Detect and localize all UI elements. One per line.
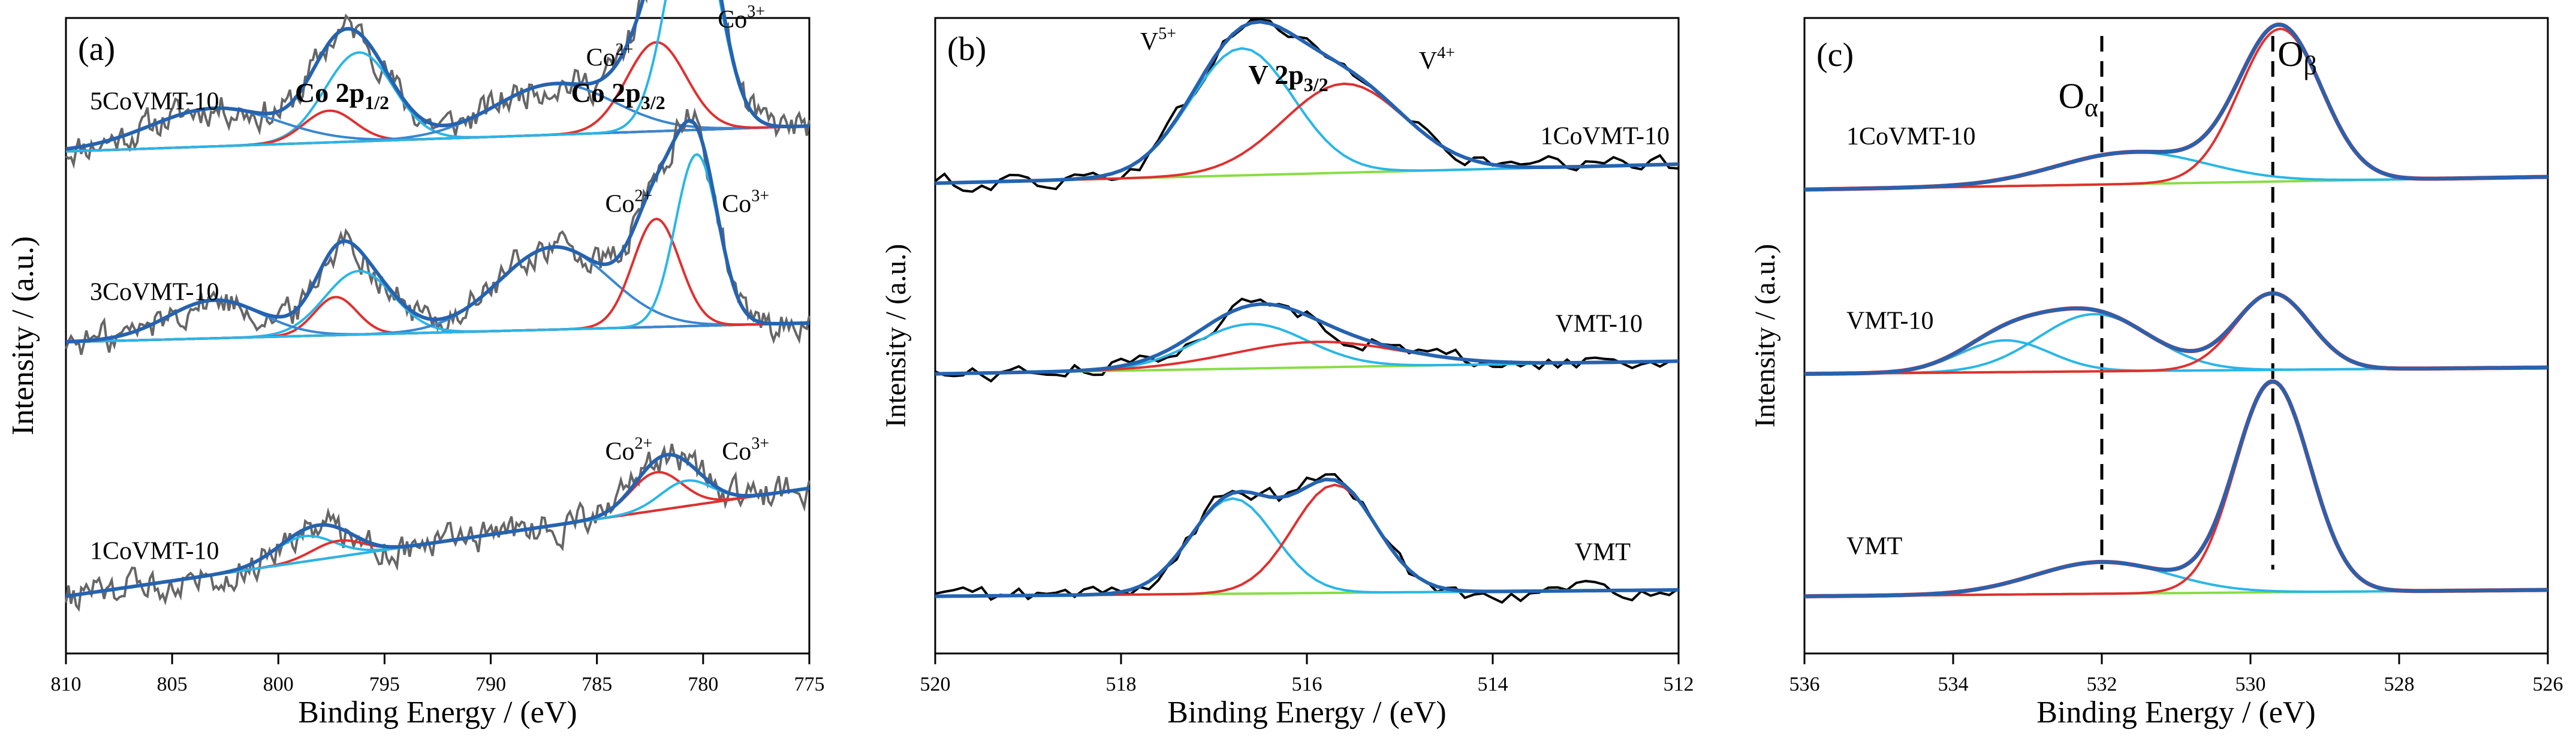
x-tick-label: 536 bbox=[1789, 673, 1820, 695]
species-annotation: Co2+ bbox=[605, 186, 652, 218]
x-tick-label: 526 bbox=[2533, 673, 2563, 695]
x-tick-label: 518 bbox=[1106, 673, 1137, 695]
fit-component-line bbox=[935, 341, 1679, 375]
fit-component-line bbox=[935, 497, 1679, 598]
raw-spectrum-line bbox=[1804, 379, 2548, 599]
x-tick-label: 810 bbox=[51, 673, 82, 695]
panel-c-ylabel: Intensity / (a.u.) bbox=[1749, 244, 1781, 428]
species-annotation: V5+ bbox=[1140, 25, 1176, 56]
x-tick-label: 514 bbox=[1478, 673, 1508, 695]
fit-envelope-line bbox=[65, 0, 810, 151]
fit-envelope-line bbox=[935, 477, 1679, 598]
fit-component-line bbox=[1804, 28, 2548, 191]
species-annotation: Co3+ bbox=[722, 435, 769, 466]
species-annotation: Co2+ bbox=[605, 435, 652, 466]
panel-c-plot bbox=[1804, 22, 2548, 599]
reference-line-label: Oα bbox=[2059, 76, 2098, 122]
panel-b: (b) Intensity / (a.u.) Binding Energy / … bbox=[880, 17, 1694, 730]
series-label: 1CoVMT-10 bbox=[1846, 123, 1975, 150]
x-tick-label: 775 bbox=[794, 673, 825, 695]
panel-b-ylabel: Intensity / (a.u.) bbox=[880, 244, 912, 428]
panel-a-frame bbox=[65, 17, 811, 655]
fit-envelope-line bbox=[65, 118, 810, 344]
reference-line-label: Oβ bbox=[2277, 34, 2317, 80]
fit-component-line bbox=[65, 0, 810, 153]
panel-a-plot bbox=[65, 0, 811, 612]
x-tick-label: 528 bbox=[2384, 673, 2415, 695]
x-tick-label: 520 bbox=[920, 673, 951, 695]
x-tick-label: 805 bbox=[157, 673, 188, 695]
x-tick-label: 780 bbox=[688, 673, 718, 695]
fit-component-line bbox=[935, 47, 1679, 185]
raw-spectrum-line bbox=[935, 297, 1679, 383]
panel-a-label: (a) bbox=[78, 31, 115, 68]
x-tick-label: 785 bbox=[582, 673, 612, 695]
fit-envelope-line bbox=[1804, 291, 2548, 376]
species-annotation: Co3+ bbox=[722, 186, 769, 218]
x-tick-label: 512 bbox=[1664, 673, 1694, 695]
panel-a-annotations: 5CoVMT-10 Co2+ Co3+ 3CoVMT-10 Co2+ Co3+ 1CoVMT… bbox=[90, 2, 769, 565]
x-tick-label: 800 bbox=[263, 673, 294, 695]
fit-envelope-line bbox=[935, 20, 1679, 185]
x-tick-label: 790 bbox=[475, 673, 506, 695]
panel-c: (c) Intensity / (a.u.) Binding Energy / … bbox=[1749, 17, 2563, 730]
panel-b-xlabel: Binding Energy / (eV) bbox=[1167, 695, 1447, 730]
x-tick-label: 516 bbox=[1292, 673, 1322, 695]
panel-c-label: (c) bbox=[1816, 37, 1854, 74]
series-label: 5CoVMT-10 bbox=[90, 88, 219, 116]
fit-envelope-line bbox=[935, 302, 1679, 376]
panel-a-ylabel: Intensity / (a.u.) bbox=[6, 236, 40, 435]
peak-header: Co 2p3/2 bbox=[571, 77, 665, 113]
species-annotation: Co3+ bbox=[718, 2, 765, 34]
fit-component-line bbox=[1804, 381, 2548, 598]
x-tick-label: 795 bbox=[369, 673, 400, 695]
series-label: 3CoVMT-10 bbox=[90, 279, 219, 306]
panel-b-label: (b) bbox=[947, 31, 986, 68]
panel-a-xlabel: Binding Energy / (eV) bbox=[298, 695, 577, 730]
peak-header: Co 2p1/2 bbox=[295, 77, 389, 113]
fit-component-line bbox=[935, 483, 1679, 598]
series-label: 1CoVMT-10 bbox=[1541, 123, 1670, 150]
x-tick-label: 534 bbox=[1938, 673, 1969, 695]
panel-c-annotations: Oα Oβ 1CoVMT-10 VMT-10 VMT bbox=[1846, 34, 2317, 561]
panel-b-x-ticks: 520 518 516 514 512 bbox=[920, 653, 1694, 695]
x-tick-label: 530 bbox=[2235, 673, 2266, 695]
series-label: 1CoVMT-10 bbox=[90, 538, 219, 565]
x-tick-label: 532 bbox=[2087, 673, 2117, 695]
fit-envelope-line bbox=[1804, 23, 2548, 192]
species-annotation: V4+ bbox=[1419, 44, 1455, 75]
fit-envelope-line bbox=[1804, 379, 2548, 598]
panel-a: (a) Intensity / (a.u.) Binding Energy / … bbox=[6, 0, 825, 730]
panel-c-frame bbox=[1803, 17, 2549, 655]
series-label: VMT bbox=[1575, 539, 1631, 567]
series-label: VMT bbox=[1846, 533, 1902, 561]
raw-spectrum-line bbox=[935, 473, 1680, 604]
species-annotation: Co2+ bbox=[586, 41, 634, 72]
panel-a-x-ticks: 810 805 800 795 790 785 780 775 bbox=[51, 653, 825, 695]
fit-envelope-line bbox=[65, 453, 810, 598]
raw-spectrum-line bbox=[934, 19, 1679, 193]
raw-spectrum-line bbox=[1804, 22, 2548, 192]
series-label: VMT-10 bbox=[1556, 311, 1643, 338]
panel-b-plot bbox=[934, 19, 1680, 604]
panel-c-xlabel: Binding Energy / (eV) bbox=[2036, 695, 2316, 730]
fit-component-line bbox=[65, 153, 810, 344]
panel-c-x-ticks: 536 534 532 530 528 526 bbox=[1789, 653, 2563, 695]
series-label: VMT-10 bbox=[1846, 308, 1933, 335]
raw-spectrum-line bbox=[65, 444, 811, 612]
